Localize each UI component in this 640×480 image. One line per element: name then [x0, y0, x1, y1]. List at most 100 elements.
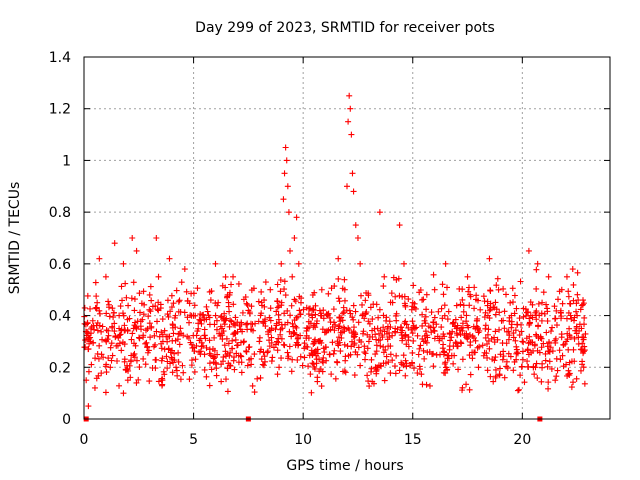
data-point — [107, 364, 114, 371]
data-point — [574, 269, 581, 276]
data-point — [414, 332, 421, 339]
data-point — [206, 382, 213, 389]
data-point — [267, 317, 274, 324]
data-point — [445, 308, 452, 315]
data-point — [180, 369, 187, 376]
data-point — [239, 309, 246, 316]
data-point — [409, 299, 416, 306]
data-point — [465, 324, 472, 331]
data-point — [407, 362, 414, 369]
data-point — [240, 296, 247, 303]
data-point — [457, 331, 464, 338]
data-point — [474, 325, 481, 332]
data-point — [524, 358, 531, 365]
data-point — [464, 273, 471, 280]
data-point — [164, 365, 171, 372]
data-point — [167, 360, 174, 367]
data-point — [167, 308, 174, 315]
data-point — [567, 334, 574, 341]
data-point — [178, 279, 185, 286]
data-point — [228, 281, 235, 288]
data-point — [396, 222, 403, 229]
data-point — [573, 330, 580, 337]
data-point — [544, 363, 551, 370]
data-point — [105, 298, 112, 305]
data-point — [159, 382, 166, 389]
data-point — [457, 301, 464, 308]
data-point — [239, 328, 246, 335]
data-point — [159, 375, 166, 382]
data-point — [148, 297, 155, 304]
data-point — [409, 330, 416, 337]
data-point — [482, 309, 489, 316]
data-point — [494, 336, 501, 343]
data-point — [475, 364, 482, 371]
data-point — [532, 364, 539, 371]
data-point — [154, 318, 161, 325]
data-point — [314, 378, 321, 385]
data-point — [354, 351, 361, 358]
data-point — [232, 314, 239, 321]
data-point — [274, 304, 281, 311]
data-point — [136, 335, 143, 342]
data-point — [496, 326, 503, 333]
data-point — [527, 312, 534, 319]
data-point — [284, 183, 291, 190]
data-point — [419, 296, 426, 303]
data-point — [251, 389, 258, 396]
data-point — [518, 328, 525, 335]
data-point — [213, 317, 220, 324]
data-point — [226, 308, 233, 315]
data-point — [581, 314, 588, 321]
y-tick-label: 0.8 — [49, 205, 71, 221]
data-point — [408, 326, 415, 333]
data-point — [361, 343, 368, 350]
data-point — [169, 369, 176, 376]
data-point — [472, 296, 479, 303]
data-point — [365, 378, 372, 385]
data-point — [405, 324, 412, 331]
data-point — [88, 330, 95, 337]
data-point — [351, 372, 358, 379]
data-point — [566, 370, 573, 377]
data-point — [387, 343, 394, 350]
data-point — [92, 279, 99, 286]
data-point — [500, 353, 507, 360]
data-point — [421, 355, 428, 362]
background-band-points — [81, 266, 589, 397]
data-point — [431, 314, 438, 321]
data-point — [286, 343, 293, 350]
data-point — [370, 301, 377, 308]
data-point — [393, 276, 400, 283]
data-point — [438, 305, 445, 312]
data-point — [387, 299, 394, 306]
data-point — [471, 305, 478, 312]
data-point — [110, 314, 117, 321]
data-point — [158, 345, 165, 352]
data-point — [299, 362, 306, 369]
data-point — [581, 343, 588, 350]
data-point — [193, 332, 200, 339]
data-point — [459, 296, 466, 303]
data-point — [492, 354, 499, 361]
data-point — [219, 282, 226, 289]
data-point — [422, 313, 429, 320]
data-point — [396, 292, 403, 299]
data-point — [363, 289, 370, 296]
data-point — [388, 290, 395, 297]
data-point — [372, 351, 379, 358]
data-point — [334, 338, 341, 345]
data-point — [410, 282, 417, 289]
data-point — [329, 339, 336, 346]
data-point — [194, 285, 201, 292]
data-point — [221, 321, 228, 328]
data-point — [496, 309, 503, 316]
data-point — [358, 338, 365, 345]
data-point — [277, 276, 284, 283]
data-point — [508, 312, 515, 319]
data-point — [234, 319, 241, 326]
data-point — [175, 298, 182, 305]
data-point — [231, 330, 238, 337]
data-point — [342, 353, 349, 360]
data-point — [266, 337, 273, 344]
